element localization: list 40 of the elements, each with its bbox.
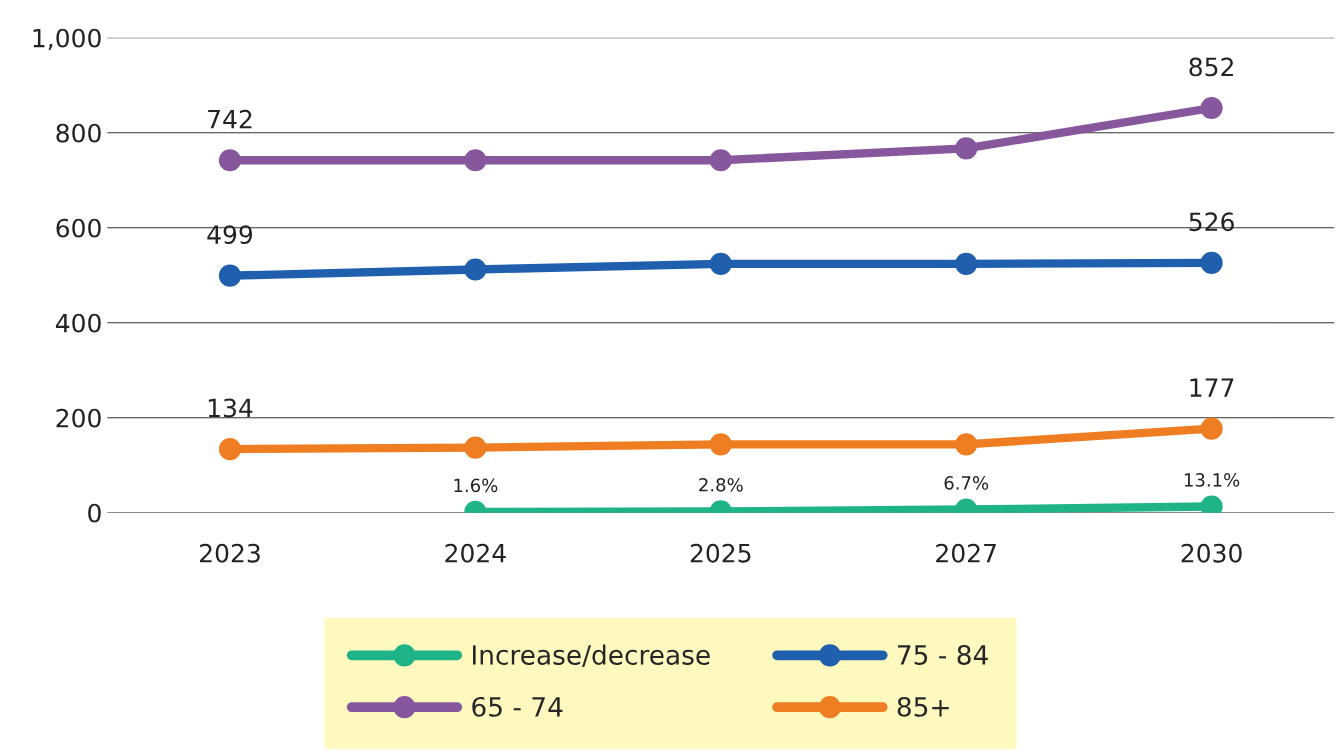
point — [1200, 417, 1223, 440]
data-label: 742 — [208, 109, 252, 129]
point — [1200, 251, 1223, 274]
y-tick-label: 800 — [56, 123, 101, 143]
point — [709, 149, 732, 172]
point — [709, 252, 732, 275]
point — [464, 258, 487, 281]
x-tick-label: 2025 — [690, 543, 751, 563]
data-label: 2.8% — [699, 477, 743, 492]
x-tick-label: 2027 — [936, 543, 996, 563]
legend-label: 65 - 74 — [472, 696, 563, 717]
y-tick-label: 600 — [56, 218, 101, 238]
point — [955, 252, 978, 275]
data-label: 6.7% — [944, 476, 989, 490]
point — [955, 433, 978, 456]
data-label: 1.6% — [454, 478, 498, 493]
point — [955, 137, 978, 160]
x-tick-label: 2023 — [200, 543, 260, 563]
x-tick-label: 2030 — [1181, 543, 1242, 563]
point — [464, 149, 487, 172]
y-tick-label: 0 — [88, 503, 101, 523]
data-label: 526 — [1189, 212, 1234, 232]
data-label: 177 — [1190, 378, 1234, 397]
y-tick-label: 1,000 — [33, 28, 101, 51]
legend-label: 85+ — [897, 696, 949, 717]
data-label: 499 — [207, 225, 253, 245]
y-tick-label: 200 — [56, 408, 101, 428]
point — [218, 264, 242, 287]
data-label: 13.1% — [1184, 473, 1240, 487]
data-label: 852 — [1189, 57, 1233, 77]
legend-label: Increase/decrease — [473, 644, 710, 667]
point — [218, 149, 242, 172]
point — [709, 433, 732, 456]
point — [464, 436, 487, 459]
x-tick-label: 2024 — [445, 543, 506, 563]
point — [218, 437, 242, 461]
point — [1200, 96, 1223, 120]
data-label: 134 — [208, 398, 253, 418]
y-tick-label: 400 — [55, 313, 101, 333]
legend-label: 75 - 84 — [898, 644, 988, 665]
